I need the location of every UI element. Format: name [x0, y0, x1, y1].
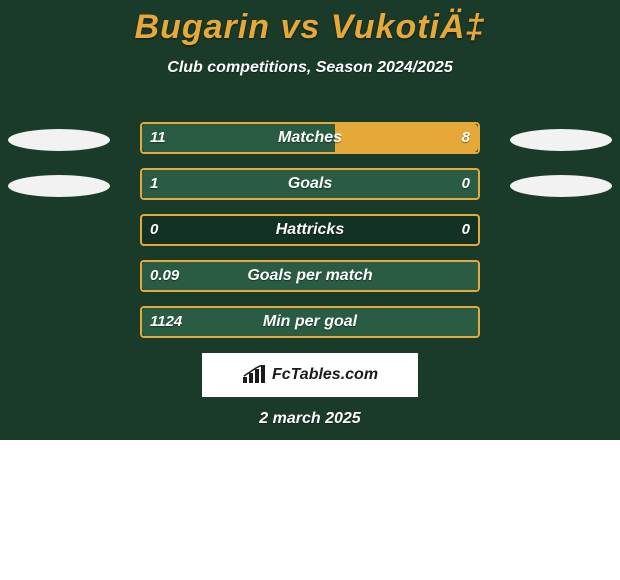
- bar-chart-icon: [242, 365, 266, 385]
- canvas: Bugarin vs VukotiÄ‡ Club competitions, S…: [0, 0, 620, 580]
- stat-metric-label: Min per goal: [0, 306, 620, 338]
- stat-metric-label: Matches: [0, 122, 620, 154]
- page-subtitle: Club competitions, Season 2024/2025: [0, 59, 620, 77]
- stat-metric-label: Hattricks: [0, 214, 620, 246]
- stat-row: 1124 Min per goal: [0, 306, 620, 338]
- stat-row: 0.09 Goals per match: [0, 260, 620, 292]
- stat-row: 0 0 Hattricks: [0, 214, 620, 246]
- stat-rows: 11 8 Matches 1 0 Goals 0 0 Hattricks 0.0…: [0, 122, 620, 352]
- date-label: 2 march 2025: [0, 410, 620, 428]
- stat-row: 11 8 Matches: [0, 122, 620, 154]
- stat-metric-label: Goals per match: [0, 260, 620, 292]
- brand-text: FcTables.com: [272, 366, 378, 384]
- brand-badge: FcTables.com: [202, 353, 418, 397]
- comparison-panel: Bugarin vs VukotiÄ‡ Club competitions, S…: [0, 0, 620, 440]
- stat-row: 1 0 Goals: [0, 168, 620, 200]
- stat-metric-label: Goals: [0, 168, 620, 200]
- page-title: Bugarin vs VukotiÄ‡: [0, 0, 620, 47]
